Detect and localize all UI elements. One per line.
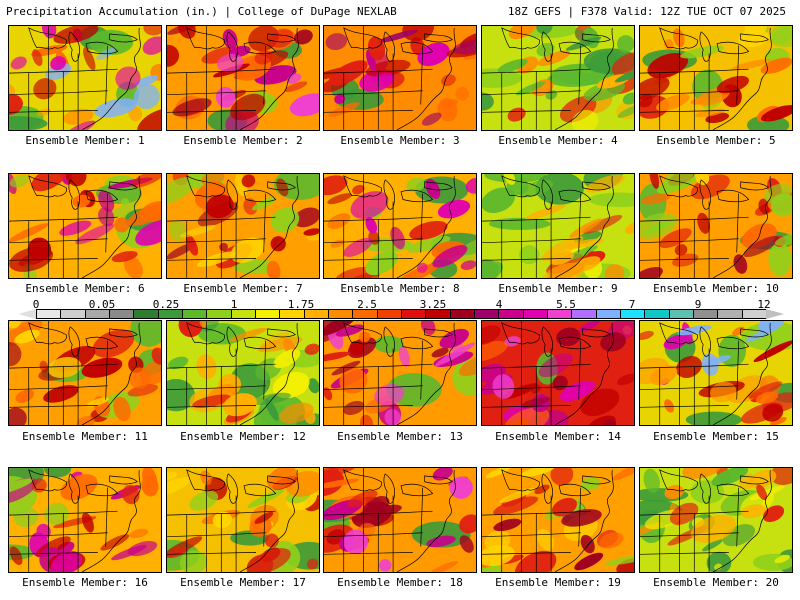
colorbar-segment (473, 310, 499, 318)
ensemble-map-16 (8, 467, 162, 573)
ensemble-member-label: Ensemble Member: 18 (337, 576, 463, 589)
ensemble-member-label: Ensemble Member: 8 (340, 282, 460, 295)
colorbar-label: 0 (32, 298, 40, 311)
ensemble-map-2 (166, 25, 320, 131)
ensemble-member-label: Ensemble Member: 4 (498, 134, 618, 147)
colorbar-segment (619, 310, 645, 318)
colorbar-label: 2.5 (357, 298, 377, 311)
ensemble-member-label: Ensemble Member: 13 (337, 430, 463, 443)
ensemble-map-1 (8, 25, 162, 131)
ensemble-map-19 (481, 467, 635, 573)
colorbar-segment (181, 310, 207, 318)
colorbar-segment (254, 310, 280, 318)
colorbar-label: 0.05 (88, 298, 116, 311)
colorbar-scale (36, 309, 766, 319)
ensemble-map-6 (8, 173, 162, 279)
colorbar-segment (717, 310, 742, 318)
colorbar-segment (400, 310, 426, 318)
colorbar-label: 4 (495, 298, 503, 311)
ensemble-member-label: Ensemble Member: 3 (340, 134, 460, 147)
colorbar-segment (522, 310, 547, 318)
ensemble-map-13 (323, 320, 477, 426)
ensemble-member-label: Ensemble Member: 20 (653, 576, 779, 589)
colorbar-label: 0.25 (152, 298, 180, 311)
ensemble-map-14 (481, 320, 635, 426)
ensemble-map-11 (8, 320, 162, 426)
ensemble-member-label: Ensemble Member: 10 (653, 282, 779, 295)
colorbar-segment (546, 310, 572, 318)
header: Precipitation Accumulation (in.) | Colle… (6, 5, 786, 23)
colorbar-segment (133, 310, 158, 318)
colorbar-segment (376, 310, 401, 318)
colorbar-segment (60, 310, 85, 318)
colorbar-segment (84, 310, 109, 318)
colorbar-segment (449, 310, 474, 318)
colorbar-segment (279, 310, 304, 318)
ensemble-member-label: Ensemble Member: 5 (656, 134, 776, 147)
colorbar-segment (644, 310, 669, 318)
colorbar-segment (157, 310, 182, 318)
ensemble-map-20 (639, 467, 793, 573)
ensemble-member-label: Ensemble Member: 1 (25, 134, 145, 147)
colorbar-segment (230, 310, 255, 318)
ensemble-map-10 (639, 173, 793, 279)
colorbar-arrow-right (766, 309, 784, 319)
ensemble-map-15 (639, 320, 793, 426)
colorbar-label: 7 (628, 298, 636, 311)
colorbar-segment (741, 310, 766, 318)
colorbar-segment (327, 310, 353, 318)
colorbar-label: 9 (694, 298, 702, 311)
ensemble-map-4 (481, 25, 635, 131)
colorbar-segment (206, 310, 231, 318)
ensemble-member-label: Ensemble Member: 9 (498, 282, 618, 295)
ensemble-map-8 (323, 173, 477, 279)
model-run-info: 18Z GEFS | F378 Valid: 12Z TUE OCT 07 20… (507, 5, 786, 18)
ensemble-member-label: Ensemble Member: 7 (183, 282, 303, 295)
ensemble-map-18 (323, 467, 477, 573)
map-title: Precipitation Accumulation (in.) | Colle… (6, 5, 397, 18)
colorbar-segment (498, 310, 523, 318)
ensemble-member-label: Ensemble Member: 6 (25, 282, 145, 295)
precip-colorbar: 0 0.05 0.25 1 1.75 2.5 3.25 4 5.5 7 9 12 (18, 298, 784, 320)
colorbar-segment (595, 310, 620, 318)
ensemble-map-7 (166, 173, 320, 279)
colorbar-segment (425, 310, 450, 318)
colorbar-segment (692, 310, 718, 318)
ensemble-member-label: Ensemble Member: 14 (495, 430, 621, 443)
colorbar-segment (668, 310, 693, 318)
colorbar-label: 1.75 (287, 298, 315, 311)
colorbar-label: 3.25 (419, 298, 447, 311)
ensemble-map-5 (639, 25, 793, 131)
colorbar-segment (303, 310, 328, 318)
ensemble-map-17 (166, 467, 320, 573)
colorbar-segment (108, 310, 134, 318)
colorbar-arrow-left (18, 309, 36, 319)
ensemble-map-3 (323, 25, 477, 131)
ensemble-member-label: Ensemble Member: 17 (180, 576, 306, 589)
colorbar-segment (36, 310, 61, 318)
ensemble-member-label: Ensemble Member: 11 (22, 430, 148, 443)
ensemble-member-label: Ensemble Member: 2 (183, 134, 303, 147)
colorbar-label: 1 (230, 298, 238, 311)
colorbar-segment (352, 310, 377, 318)
colorbar-segment (571, 310, 596, 318)
ensemble-member-label: Ensemble Member: 16 (22, 576, 148, 589)
ensemble-member-label: Ensemble Member: 19 (495, 576, 621, 589)
ensemble-map-9 (481, 173, 635, 279)
colorbar-label: 12 (757, 298, 771, 311)
ensemble-member-label: Ensemble Member: 12 (180, 430, 306, 443)
ensemble-map-12 (166, 320, 320, 426)
colorbar-label: 5.5 (556, 298, 576, 311)
ensemble-member-label: Ensemble Member: 15 (653, 430, 779, 443)
